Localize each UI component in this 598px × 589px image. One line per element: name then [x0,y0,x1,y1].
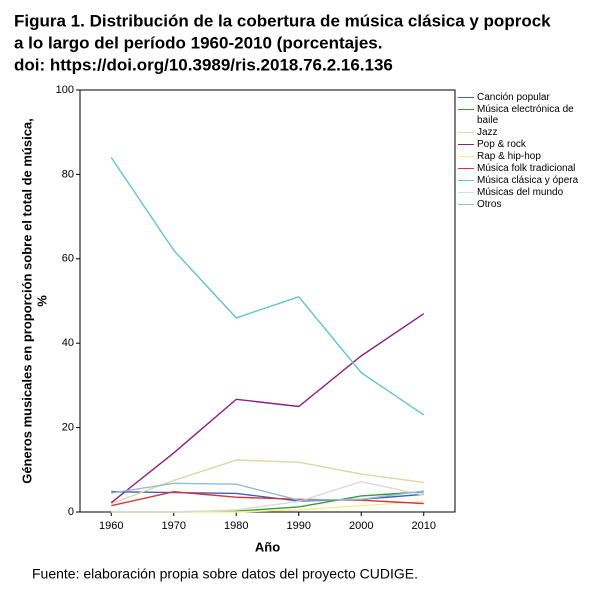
x-tick-label: 1960 [99,520,123,532]
chart-title: Figura 1. Distribución de la cobertura d… [14,11,551,30]
legend-swatch [458,192,474,193]
legend-item: Otros [458,199,584,210]
source-note: Fuente: elaboración propia sobre datos d… [32,566,418,582]
legend-label: Música folk tradicional [477,163,576,174]
legend: Canción popular Música electrónica de bai… [458,92,584,211]
series-line [111,491,424,507]
legend-item: Música folk tradicional [458,163,584,174]
legend-swatch [458,168,474,169]
legend-item: Rap & hip-hop [458,151,584,162]
legend-swatch [458,97,474,98]
legend-label: Músicas del mundo [477,187,564,198]
legend-item: Jazz [458,127,584,138]
y-tick-label: 40 [62,337,74,349]
y-tick-label: 0 [68,506,74,518]
x-tick-label: 2010 [412,520,436,532]
x-tick-label: 1970 [162,520,186,532]
series-line [110,313,425,504]
chart-title: a lo largo del período 1960-2010 (porcen… [14,33,382,52]
x-tick-label: 1990 [287,520,311,532]
x-tick-label: 2000 [349,520,373,532]
series-line [111,480,424,513]
legend-label: Canción popular [477,92,550,103]
x-axis-label: Año [255,539,280,554]
y-tick-label: 60 [62,253,74,265]
y-tick-label: 100 [56,84,74,96]
y-axis-label: Géneros musicales en proporción sobre el… [19,118,34,484]
x-tick-label: 1980 [224,520,248,532]
legend-item: Pop & rock [458,139,584,150]
legend-label: Rap & hip-hop [477,151,541,162]
y-axis-label: % [34,295,49,307]
legend-label: Otros [477,199,502,210]
series-line [111,491,424,502]
y-tick-label: 80 [62,168,74,180]
y-tick-label: 20 [62,422,74,434]
legend-swatch [458,132,474,133]
legend-swatch [458,204,474,205]
legend-swatch [458,109,474,110]
legend-label: Pop & rock [477,139,526,150]
series-line [111,500,424,513]
legend-item: Canción popular [458,92,584,103]
series-line [110,157,425,416]
plot-frame [79,89,456,513]
legend-item: Músicas del mundo [458,187,584,198]
legend-swatch [458,180,474,181]
legend-item: Música clásica y ópera [458,175,584,186]
series-line [111,482,424,501]
legend-label: Jazz [477,127,498,138]
legend-label: Música electrónica de baile [477,104,574,126]
legend-label: Música clásica y ópera [477,175,579,186]
legend-swatch [458,144,474,145]
chart-title: doi: https://doi.org/10.3989/ris.2018.76… [14,55,393,74]
legend-swatch [458,156,474,157]
legend-item: Música electrónica de baile [458,104,584,126]
